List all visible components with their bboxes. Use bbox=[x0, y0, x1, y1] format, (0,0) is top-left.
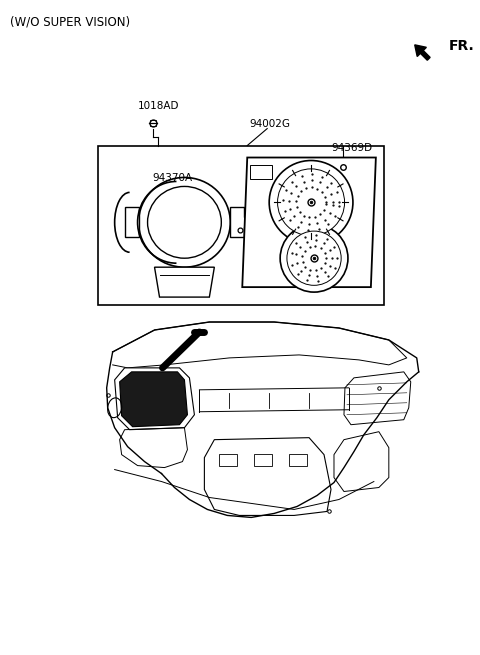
Polygon shape bbox=[155, 267, 215, 297]
Text: 1018AD: 1018AD bbox=[138, 101, 179, 111]
Ellipse shape bbox=[277, 169, 345, 236]
Ellipse shape bbox=[139, 178, 230, 267]
Text: 94370A: 94370A bbox=[153, 174, 192, 183]
Ellipse shape bbox=[147, 187, 221, 258]
Text: FR.: FR. bbox=[449, 39, 474, 53]
Polygon shape bbox=[242, 157, 376, 287]
Polygon shape bbox=[115, 368, 194, 430]
Bar bbox=[289, 454, 307, 466]
FancyArrow shape bbox=[415, 45, 430, 60]
Bar bbox=[219, 454, 237, 466]
Ellipse shape bbox=[280, 224, 348, 292]
Text: 94369D: 94369D bbox=[331, 143, 372, 153]
Polygon shape bbox=[230, 208, 254, 237]
Polygon shape bbox=[125, 208, 139, 237]
Polygon shape bbox=[120, 372, 187, 426]
Bar bbox=[250, 166, 272, 179]
Bar bbox=[254, 454, 272, 466]
Text: 94002G: 94002G bbox=[249, 119, 290, 128]
Ellipse shape bbox=[287, 231, 341, 286]
Text: (W/O SUPER VISION): (W/O SUPER VISION) bbox=[10, 16, 130, 29]
Ellipse shape bbox=[269, 160, 353, 244]
Bar bbox=[98, 145, 384, 305]
